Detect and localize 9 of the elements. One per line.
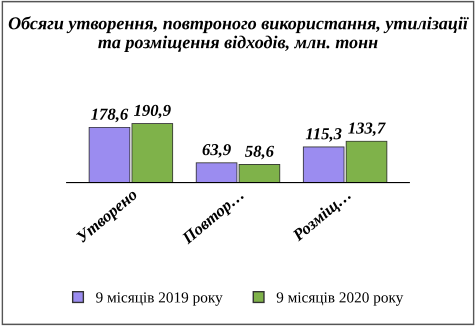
data-label: 58,6 bbox=[245, 146, 274, 160]
legend-label: 9 місяців 2020 року bbox=[276, 292, 404, 306]
data-label: 190,9 bbox=[134, 104, 171, 118]
data-label: 63,9 bbox=[202, 144, 231, 158]
data-label: 115,3 bbox=[306, 128, 342, 142]
data-label: 178,6 bbox=[91, 108, 128, 122]
data-label: 133,7 bbox=[348, 122, 386, 136]
legend-label: 9 місяців 2019 року bbox=[96, 292, 223, 306]
chart-title: Обсяги утворення, повтроного використання, утилізації та розміщення відходів, млн. тонн bbox=[8, 16, 469, 52]
